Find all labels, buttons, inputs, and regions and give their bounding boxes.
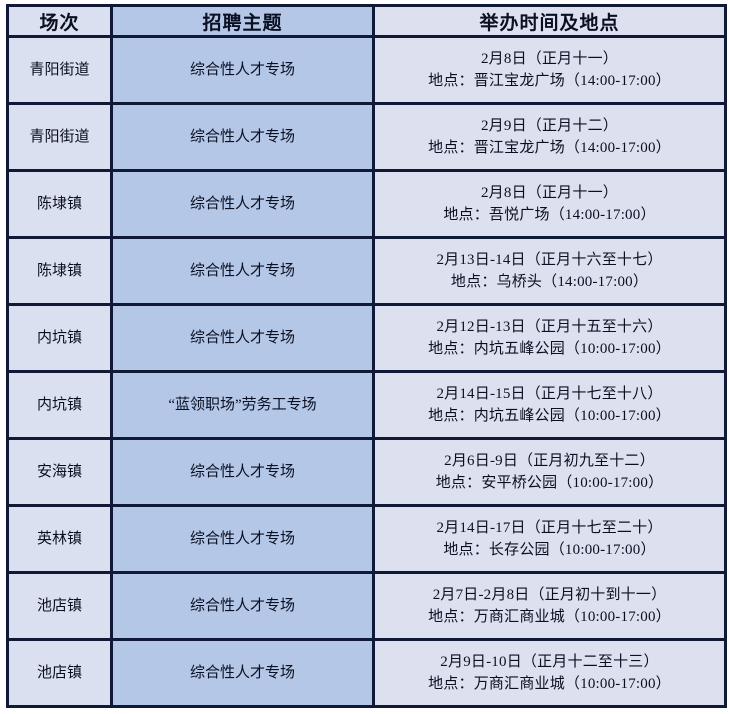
event-date: 2月14日-17日（正月十七至二十） bbox=[436, 519, 663, 536]
cell-theme: 综合性人才专场 bbox=[110, 303, 375, 373]
table-row: 陈埭镇 综合性人才专场 2月8日（正月十一） 地点：吾悦广场（14:00-17:00） bbox=[6, 169, 727, 239]
event-date: 2月8日（正月十一） bbox=[480, 184, 618, 201]
cell-theme: “蓝领职场”劳务工专场 bbox=[110, 370, 375, 440]
cell-time-location: 2月7日-2月8日（正月初十到十一） 地点：万商汇商业城（10:00-17:00） bbox=[372, 571, 727, 641]
cell-venue: 英林镇 bbox=[6, 504, 113, 574]
cell-theme: 综合性人才专场 bbox=[110, 571, 375, 641]
cell-time-location: 2月13日-14日（正月十六至十七） 地点：乌桥头（14:00-17:00） bbox=[372, 236, 727, 306]
event-location: 地点：晋江宝龙广场（14:00-17:00） bbox=[428, 73, 671, 89]
event-location: 地点：晋江宝龙广场（14:00-17:00） bbox=[428, 140, 671, 156]
table-row: 安海镇 综合性人才专场 2月6日-9日（正月初九至十二） 地点：安平桥公园（10:00… bbox=[6, 437, 727, 507]
table-row: 青阳街道 综合性人才专场 2月8日（正月十一） 地点：晋江宝龙广场（14:00-17:… bbox=[6, 35, 727, 105]
event-location: 地点：万商汇商业城（10:00-17:00） bbox=[428, 676, 671, 692]
recruitment-schedule-table: 场次 招聘主题 举办时间及地点 青阳街道 综合性人才专场 2月8日（正月十一） 地点：… bbox=[6, 4, 727, 708]
cell-venue: 青阳街道 bbox=[6, 35, 113, 105]
event-date: 2月9日（正月十二） bbox=[480, 117, 618, 134]
table-row: 英林镇 综合性人才专场 2月14日-17日（正月十七至二十） 地点：长存公园（10:0… bbox=[6, 504, 727, 574]
cell-venue: 安海镇 bbox=[6, 437, 113, 507]
cell-venue: 陈埭镇 bbox=[6, 169, 113, 239]
cell-time-location: 2月9日（正月十二） 地点：晋江宝龙广场（14:00-17:00） bbox=[372, 102, 727, 172]
cell-theme: 综合性人才专场 bbox=[110, 638, 375, 708]
table-row: 内坑镇 “蓝领职场”劳务工专场 2月14日-15日（正月十七至十八） 地点：内坑五峰公… bbox=[6, 370, 727, 440]
cell-venue: 内坑镇 bbox=[6, 370, 113, 440]
column-header-time-location: 举办时间及地点 bbox=[372, 4, 727, 38]
event-location: 地点：乌桥头（14:00-17:00） bbox=[450, 274, 649, 290]
cell-time-location: 2月9日-10日（正月十二至十三） 地点：万商汇商业城（10:00-17:00） bbox=[372, 638, 727, 708]
cell-time-location: 2月14日-17日（正月十七至二十） 地点：长存公园（10:00-17:00） bbox=[372, 504, 727, 574]
event-date: 2月7日-2月8日（正月初十到十一） bbox=[432, 586, 667, 603]
event-location: 地点：内坑五峰公园（10:00-17:00） bbox=[428, 341, 671, 357]
event-date: 2月8日（正月十一） bbox=[480, 50, 618, 67]
event-location: 地点：内坑五峰公园（10:00-17:00） bbox=[428, 408, 671, 424]
cell-venue: 内坑镇 bbox=[6, 303, 113, 373]
cell-theme: 综合性人才专场 bbox=[110, 437, 375, 507]
cell-theme: 综合性人才专场 bbox=[110, 35, 375, 105]
cell-time-location: 2月8日（正月十一） 地点：吾悦广场（14:00-17:00） bbox=[372, 169, 727, 239]
table-row: 池店镇 综合性人才专场 2月9日-10日（正月十二至十三） 地点：万商汇商业城（10:… bbox=[6, 638, 727, 708]
cell-theme: 综合性人才专场 bbox=[110, 169, 375, 239]
event-location: 地点：安平桥公园（10:00-17:00） bbox=[435, 475, 664, 491]
event-date: 2月9日-10日（正月十二至十三） bbox=[440, 653, 659, 670]
event-date: 2月12日-13日（正月十五至十六） bbox=[436, 318, 663, 335]
cell-venue: 池店镇 bbox=[6, 571, 113, 641]
cell-theme: 综合性人才专场 bbox=[110, 102, 375, 172]
cell-venue: 陈埭镇 bbox=[6, 236, 113, 306]
table-row: 池店镇 综合性人才专场 2月7日-2月8日（正月初十到十一） 地点：万商汇商业城（10… bbox=[6, 571, 727, 641]
cell-time-location: 2月6日-9日（正月初九至十二） 地点：安平桥公园（10:00-17:00） bbox=[372, 437, 727, 507]
event-location: 地点：长存公园（10:00-17:00） bbox=[443, 542, 656, 558]
table-header: 场次 招聘主题 举办时间及地点 bbox=[6, 4, 727, 38]
event-date: 2月13日-14日（正月十六至十七） bbox=[436, 251, 663, 268]
event-date: 2月6日-9日（正月初九至十二） bbox=[444, 452, 655, 469]
cell-time-location: 2月8日（正月十一） 地点：晋江宝龙广场（14:00-17:00） bbox=[372, 35, 727, 105]
header-row: 场次 招聘主题 举办时间及地点 bbox=[6, 4, 727, 38]
cell-time-location: 2月12日-13日（正月十五至十六） 地点：内坑五峰公园（10:00-17:00） bbox=[372, 303, 727, 373]
event-location: 地点：吾悦广场（14:00-17:00） bbox=[443, 207, 656, 223]
table-body: 青阳街道 综合性人才专场 2月8日（正月十一） 地点：晋江宝龙广场（14:00-17:… bbox=[6, 35, 727, 708]
cell-theme: 综合性人才专场 bbox=[110, 236, 375, 306]
column-header-venue: 场次 bbox=[6, 4, 113, 38]
cell-time-location: 2月14日-15日（正月十七至十八） 地点：内坑五峰公园（10:00-17:00） bbox=[372, 370, 727, 440]
column-header-theme: 招聘主题 bbox=[110, 4, 375, 38]
table-row: 内坑镇 综合性人才专场 2月12日-13日（正月十五至十六） 地点：内坑五峰公园（10… bbox=[6, 303, 727, 373]
table-row: 陈埭镇 综合性人才专场 2月13日-14日（正月十六至十七） 地点：乌桥头（14:00… bbox=[6, 236, 727, 306]
event-location: 地点：万商汇商业城（10:00-17:00） bbox=[428, 609, 671, 625]
event-date: 2月14日-15日（正月十七至十八） bbox=[436, 385, 663, 402]
table-row: 青阳街道 综合性人才专场 2月9日（正月十二） 地点：晋江宝龙广场（14:00-17:… bbox=[6, 102, 727, 172]
cell-venue: 池店镇 bbox=[6, 638, 113, 708]
cell-venue: 青阳街道 bbox=[6, 102, 113, 172]
cell-theme: 综合性人才专场 bbox=[110, 504, 375, 574]
